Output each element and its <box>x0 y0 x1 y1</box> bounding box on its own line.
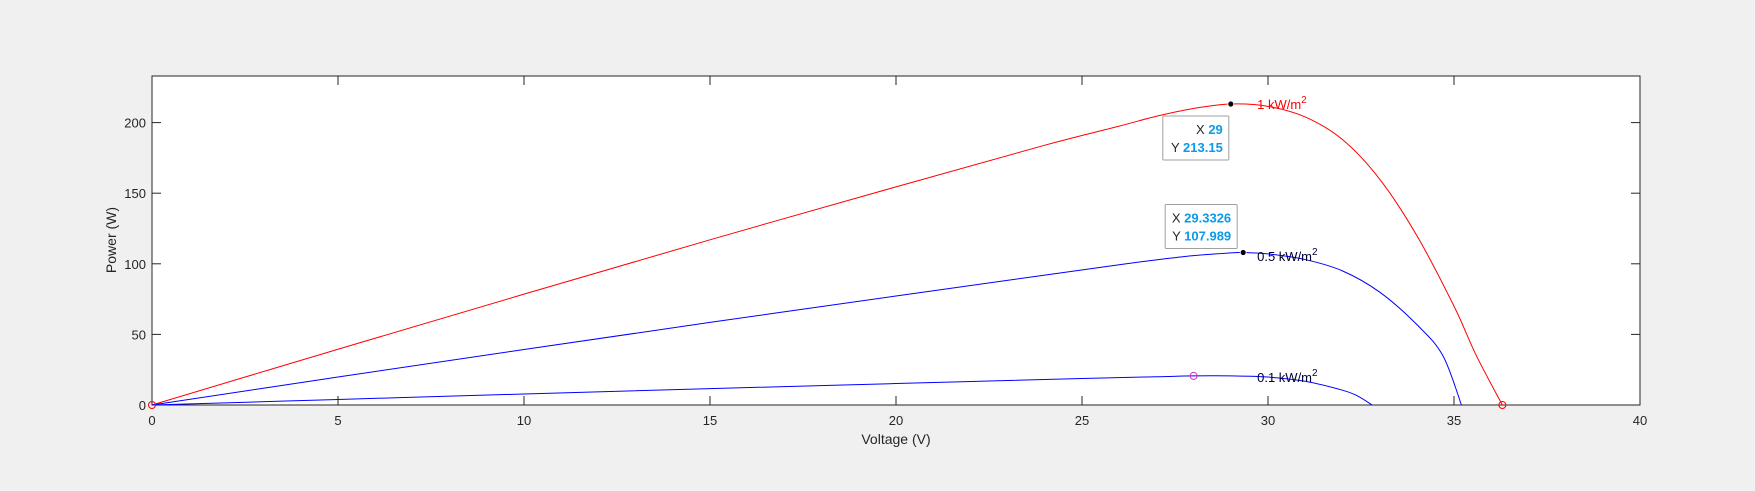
x-tick-label: 35 <box>1447 413 1461 428</box>
datatip-x-row: X 29.3326 <box>1172 211 1231 226</box>
curves <box>151 103 1503 406</box>
series-label-1: 0.5 kW/m2 <box>1257 247 1318 264</box>
y-axis-label: Power (W) <box>103 207 119 273</box>
x-tick-label: 0 <box>148 413 155 428</box>
x-tick-label: 10 <box>517 413 531 428</box>
x-tick-label: 40 <box>1633 413 1647 428</box>
marker-1 <box>1498 401 1507 409</box>
datatip-y-row: Y 213.15 <box>1171 140 1223 155</box>
series-line-0 <box>151 103 1503 406</box>
series-label-2: 0.1 kW/m2 <box>1257 368 1318 385</box>
datatip-0[interactable]: X 29 Y 213.15 <box>1162 115 1230 161</box>
datatip-box <box>1164 204 1238 250</box>
datatip-box <box>1162 115 1230 161</box>
x-tick-label: 30 <box>1261 413 1275 428</box>
datatip-anchor-0[interactable] <box>1227 100 1235 108</box>
marker-0 <box>148 401 156 409</box>
marker-2 <box>1189 371 1198 380</box>
series-line-2 <box>151 375 1373 406</box>
datatip-y-row: Y 107.989 <box>1172 229 1231 244</box>
x-tick-label: 25 <box>1075 413 1089 428</box>
y-tick-label: 0 <box>139 398 146 413</box>
y-tick-label: 100 <box>124 257 146 272</box>
datatips[interactable]: X 29 Y 213.15 X 29.3326 Y 107.989 <box>1162 100 1247 256</box>
x-tick-label: 15 <box>703 413 717 428</box>
plot-area <box>151 75 1641 406</box>
x-tick-label: 5 <box>334 413 341 428</box>
datatip-x-row: X 29 <box>1196 122 1223 137</box>
y-tick-label: 150 <box>124 186 146 201</box>
datatip-anchor-1[interactable] <box>1239 249 1247 256</box>
curve-labels: 1 kW/m2 0.5 kW/m2 0.1 kW/m2 <box>1257 95 1318 385</box>
y-tick-label: 200 <box>124 116 146 131</box>
y-tick-label: 50 <box>132 327 146 342</box>
series-label-0: 1 kW/m2 <box>1257 95 1307 112</box>
datatip-1[interactable]: X 29.3326 Y 107.989 <box>1164 204 1238 250</box>
series-line-1 <box>151 251 1462 406</box>
axis-ticks: 0 5 10 15 20 25 30 35 40 0 50 100 150 200 <box>124 76 1647 428</box>
markers <box>148 371 1507 409</box>
x-axis-label: Voltage (V) <box>861 431 930 447</box>
x-tick-label: 20 <box>889 413 903 428</box>
